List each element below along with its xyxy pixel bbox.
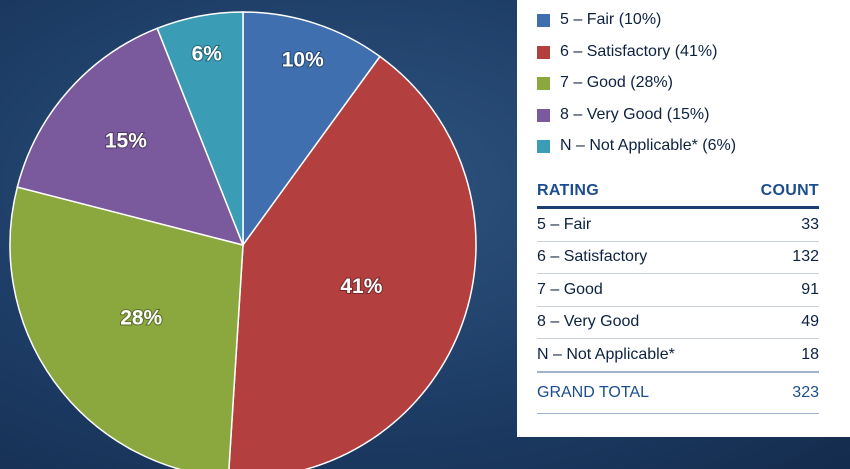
table-row: 7 – Good 91 xyxy=(537,273,819,307)
table-cell: 33 xyxy=(735,207,819,242)
table-row: RATING COUNT xyxy=(537,176,819,209)
legend-label: 8 – Very Good (15%) xyxy=(560,105,710,123)
table-cell: 8 – Very Good xyxy=(537,306,736,339)
table-cell: 91 xyxy=(735,273,819,307)
pie-slice xyxy=(228,55,477,469)
legend-swatch xyxy=(537,45,550,59)
legend-label: 5 – Fair (10%) xyxy=(560,11,662,28)
table-cell: N – Not Applicable* xyxy=(537,338,736,372)
table-row: N – Not Applicable* 18 xyxy=(537,338,819,372)
table-row: 6 – Satisfactory 132 xyxy=(537,241,819,274)
table-cell: 132 xyxy=(735,241,819,274)
table-cell: 18 xyxy=(735,338,819,372)
table-cell: 49 xyxy=(735,306,819,339)
table-cell: RATING xyxy=(537,176,736,209)
legend-swatch xyxy=(537,77,550,90)
legend-swatch xyxy=(537,14,550,27)
table-cell: 7 – Good xyxy=(537,273,736,307)
table-cell: 5 – Fair xyxy=(537,207,736,242)
table-cell: 6 – Satisfactory xyxy=(537,241,736,274)
legend-label: N – Not Applicable* (6%) xyxy=(560,137,737,154)
legend-label: 7 – Good (28%) xyxy=(560,74,673,91)
legend-swatch xyxy=(537,108,550,122)
pie-chart: 10% 41% 28% 15% 6% xyxy=(9,11,477,469)
table-cell: COUNT xyxy=(735,176,819,209)
pie-slice xyxy=(156,11,244,246)
data-label: 10% xyxy=(282,49,324,72)
legend-label: 6 – Satisfactory (41%) xyxy=(560,42,718,60)
rating-table: RATING COUNT 5 – Fair 33 6 – Satisfactory 132… xyxy=(537,176,819,414)
data-label: 6% xyxy=(192,43,223,66)
data-label: 41% xyxy=(340,275,382,298)
table-row: 8 – Very Good 49 xyxy=(537,306,819,339)
table-row: GRAND TOTAL 323 xyxy=(537,370,819,414)
table-cell: 323 xyxy=(735,370,819,414)
table-cell: GRAND TOTAL xyxy=(537,370,736,414)
pie-slice xyxy=(16,27,245,247)
table-row: 5 – Fair 33 xyxy=(537,207,819,242)
data-label: 28% xyxy=(120,307,162,330)
data-label: 15% xyxy=(105,129,147,152)
legend-panel: 5 – Fair (10%) 6 – Satisfactory (41%) 7 – … xyxy=(517,0,850,437)
pie-slice xyxy=(242,11,382,248)
legend-swatch xyxy=(537,140,550,153)
